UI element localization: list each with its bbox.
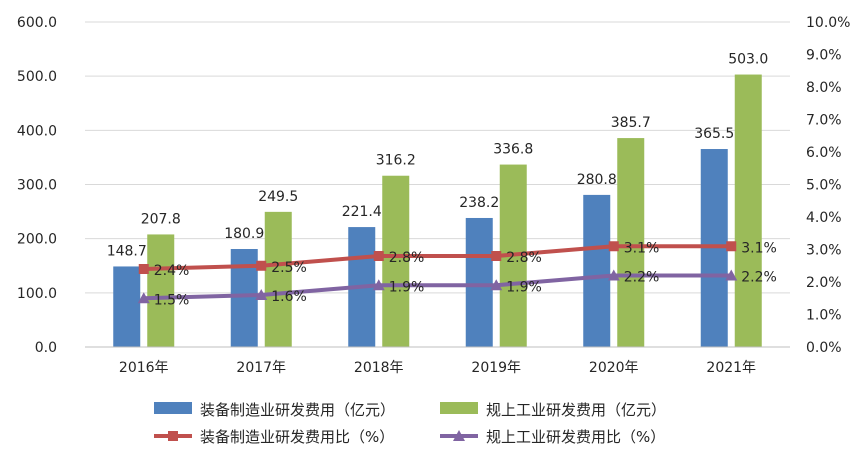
data-labels: 148.7 180.9 221.4 238.2 280.8 365.5 207.8 249.5…: [107, 52, 777, 309]
right-axis-tick-label: 9.0%: [806, 48, 842, 64]
left-axis-tick-label: 500.0: [17, 69, 57, 85]
left-axis-tick-label: 100.0: [17, 286, 57, 302]
bar: [264, 211, 292, 347]
line-point: [256, 260, 267, 271]
bar-data-label: 249.5: [258, 189, 298, 205]
line-point: [372, 279, 385, 291]
line-data-label: 1.5%: [154, 292, 190, 308]
legend-label: 装备制造业研发费用比（%）: [200, 428, 394, 446]
line-data-label: 1.9%: [506, 279, 542, 295]
line-data-label: 1.6%: [271, 289, 307, 305]
left-axis-tick-label: 600.0: [17, 15, 57, 31]
right-axis-tick-label: 5.0%: [806, 178, 842, 194]
line-data-label: 2.2%: [741, 270, 777, 286]
right-axis-tick-label: 6.0%: [806, 145, 842, 161]
bar: [617, 138, 645, 347]
lines: [137, 241, 738, 304]
line-point: [491, 251, 502, 261]
left-axis-tick-label: 300.0: [17, 178, 57, 194]
line-point: [726, 241, 737, 252]
left-axis-tick-label: 400.0: [17, 123, 57, 139]
line-data-label: 3.1%: [741, 240, 777, 256]
bar: [465, 217, 493, 347]
legend-swatch: [154, 402, 192, 414]
bar-data-label: 503.0: [728, 52, 768, 68]
line-data-label: 3.1%: [624, 240, 660, 256]
line-point: [255, 289, 268, 300]
legend: 装备制造业研发费用（亿元） 规上工业研发费用（亿元） 装备制造业研发费用比（%） 规上…: [154, 401, 666, 446]
bar-data-label: 365.5: [694, 126, 734, 142]
legend-label: 规上工业研发费用（亿元）: [486, 401, 666, 419]
bar-data-label: 280.8: [577, 172, 617, 188]
line-data-label: 2.2%: [624, 270, 660, 286]
line-point: [490, 279, 503, 291]
bar-data-label: 316.2: [376, 153, 416, 169]
bar-data-label: 207.8: [141, 211, 181, 227]
line-data-label: 2.8%: [389, 250, 425, 266]
line-point: [373, 251, 384, 261]
x-axis-tick-label: 2021年: [706, 360, 756, 376]
line-point: [137, 292, 150, 304]
line-data-label: 2.5%: [271, 260, 307, 276]
line-data-label: 1.9%: [389, 279, 425, 295]
left-axis-tick-label: 0.0: [35, 340, 57, 356]
bar: [230, 249, 258, 347]
x-axis-tick-label: 2020年: [589, 360, 639, 376]
right-axis-tick-label: 8.0%: [806, 80, 842, 96]
bar-data-label: 148.7: [107, 243, 147, 259]
gridlines: [85, 21, 790, 294]
x-axis-tick-label: 2018年: [354, 360, 404, 376]
legend-marker: [168, 431, 178, 441]
bars: [113, 74, 762, 348]
bar-data-label: 336.8: [493, 142, 533, 158]
axes: 0.0 100.0 200.0 300.0 400.0 500.0 600.0 0.0% 1.0…: [17, 15, 851, 376]
bar-data-label: 238.2: [459, 195, 499, 211]
bar: [382, 175, 410, 347]
legend-marker: [453, 430, 465, 441]
line-data-label: 2.8%: [506, 250, 542, 266]
line-point: [725, 269, 738, 281]
right-axis-tick-label: 1.0%: [806, 308, 842, 324]
line-point: [138, 264, 149, 274]
legend-swatch: [440, 402, 478, 414]
right-axis-tick-label: 7.0%: [806, 113, 842, 129]
legend-label: 规上工业研发费用比（%）: [486, 428, 665, 446]
bar: [583, 194, 611, 347]
bar-data-label: 221.4: [342, 204, 382, 220]
series-line: [143, 273, 732, 301]
series-line: [143, 244, 732, 271]
legend-label: 装备制造业研发费用（亿元）: [200, 401, 395, 419]
x-axis-tick-label: 2016年: [119, 360, 169, 376]
right-axis-tick-label: 2.0%: [806, 275, 842, 291]
bar: [734, 74, 762, 348]
line-point: [608, 241, 619, 252]
line-point: [607, 269, 620, 281]
bar: [113, 266, 141, 347]
bar: [147, 234, 175, 347]
right-axis-tick-label: 3.0%: [806, 243, 842, 259]
line-data-label: 2.4%: [154, 263, 190, 279]
x-axis-tick-label: 2019年: [471, 360, 521, 376]
bar-data-label: 180.9: [224, 226, 264, 242]
left-axis-tick-label: 200.0: [17, 232, 57, 248]
right-axis-tick-label: 10.0%: [806, 15, 850, 31]
bar-data-label: 385.7: [611, 115, 651, 131]
right-axis-tick-label: 4.0%: [806, 210, 842, 226]
x-axis-tick-label: 2017年: [236, 360, 286, 376]
right-axis-tick-label: 0.0%: [806, 340, 842, 356]
